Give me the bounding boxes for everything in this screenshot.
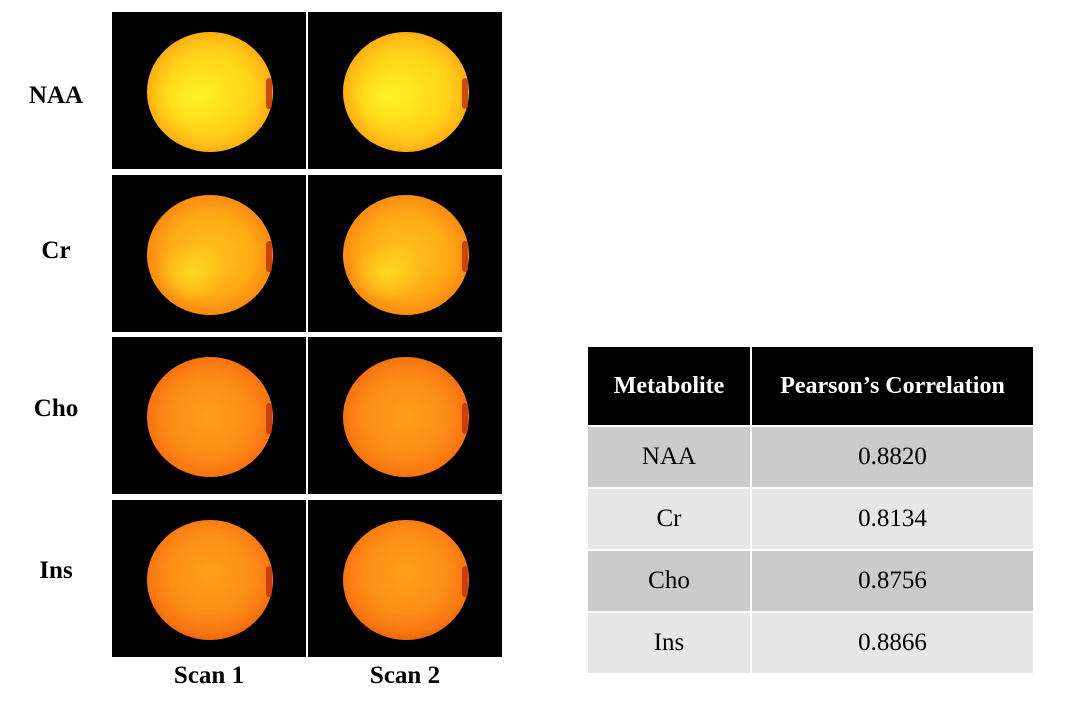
phantom-disk	[343, 357, 469, 477]
cr-scan1-map	[112, 175, 306, 332]
table-row: Cr 0.8134	[586, 487, 1035, 551]
naa-scan2-map	[308, 12, 502, 169]
row-label-naa: NAA	[28, 82, 84, 109]
phantom-disk	[343, 195, 469, 315]
metabolite-cell: Cho	[586, 549, 752, 613]
metabolite-cell: Cr	[586, 487, 752, 551]
correlation-cell: 0.8820	[750, 425, 1035, 489]
phantom-disk	[343, 520, 469, 640]
metabolite-cell: Ins	[586, 611, 752, 675]
row-label-cho: Cho	[33, 395, 79, 422]
phantom-disk	[343, 32, 469, 152]
table-row: Ins 0.8866	[586, 611, 1035, 675]
phantom-disk	[147, 195, 273, 315]
table-row: Cho 0.8756	[586, 549, 1035, 613]
phantom-disk	[147, 357, 273, 477]
header-pearson-correlation: Pearson’s Correlation	[750, 345, 1035, 427]
table-header-row: Metabolite Pearson’s Correlation	[586, 345, 1035, 427]
header-metabolite: Metabolite	[586, 345, 752, 427]
cr-scan2-map	[308, 175, 502, 332]
column-label-scan2: Scan 2	[369, 662, 441, 689]
phantom-disk	[147, 32, 273, 152]
ins-scan1-map	[112, 500, 306, 657]
correlation-cell: 0.8866	[750, 611, 1035, 675]
ins-scan2-map	[308, 500, 502, 657]
cho-scan1-map	[112, 337, 306, 494]
table-row: NAA 0.8820	[586, 425, 1035, 489]
column-label-scan1: Scan 1	[173, 662, 245, 689]
correlation-cell: 0.8756	[750, 549, 1035, 613]
row-label-cr: Cr	[41, 237, 71, 264]
correlation-table: Metabolite Pearson’s Correlation NAA 0.8…	[586, 345, 1035, 675]
phantom-disk	[147, 520, 273, 640]
metabolite-cell: NAA	[586, 425, 752, 489]
correlation-cell: 0.8134	[750, 487, 1035, 551]
cho-scan2-map	[308, 337, 502, 494]
naa-scan1-map	[112, 12, 306, 169]
row-label-ins: Ins	[39, 557, 73, 584]
